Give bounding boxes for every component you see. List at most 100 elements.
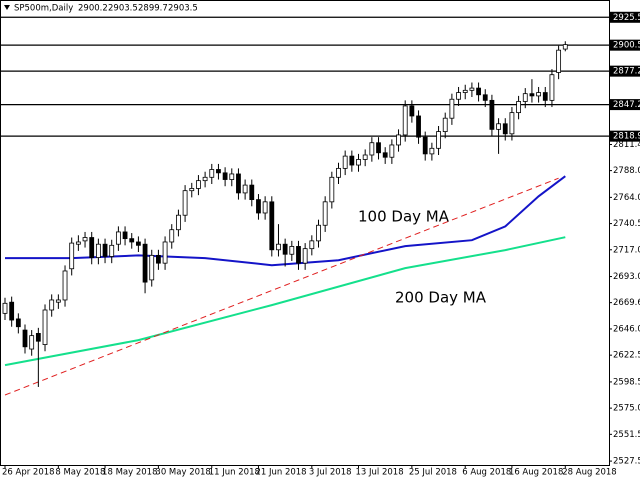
candle-body — [95, 243, 101, 258]
candle-body — [129, 238, 135, 243]
moving-average — [4, 236, 566, 367]
level-label: 2847.2 — [613, 100, 640, 110]
candle-body — [216, 169, 221, 174]
candle-body — [196, 180, 201, 189]
candle-body — [449, 98, 455, 119]
candle-body — [182, 190, 188, 216]
candle-body — [209, 169, 215, 178]
y-tick-label: 2551.5 — [613, 430, 640, 440]
x-tick-label: 30 May 2018 — [155, 468, 210, 478]
candle-body — [509, 112, 515, 135]
candle-body — [189, 188, 195, 192]
y-tick-label: 2740.5 — [613, 219, 640, 229]
y-tick-label: 2764.0 — [613, 193, 640, 203]
candle-body — [516, 101, 521, 114]
y-tick-label: 2646.0 — [613, 324, 640, 334]
candle-body — [369, 142, 375, 156]
candle-body — [316, 224, 321, 242]
y-tick-label: 2693.0 — [613, 272, 640, 282]
candle-body — [502, 123, 508, 135]
candle-body — [416, 115, 421, 138]
y-tick-label: 2527.5 — [613, 457, 640, 467]
x-tick-label: 11 Jun 2018 — [209, 468, 260, 478]
level-label-box — [610, 65, 640, 77]
candle-body — [396, 134, 401, 146]
candle-body — [549, 74, 555, 101]
level-label-box — [610, 11, 640, 23]
y-tick-label: 2717.0 — [613, 245, 640, 255]
y-tick-label: 2788.0 — [613, 166, 640, 176]
candle-body — [536, 92, 541, 97]
candle-body — [542, 92, 548, 101]
candle-body — [282, 243, 288, 255]
candle-body — [269, 201, 275, 251]
candle-body — [249, 184, 255, 201]
level-label-box — [610, 130, 640, 142]
candle-body — [29, 335, 35, 350]
x-tick-label: 25 Jul 2018 — [409, 468, 457, 478]
candle-body — [322, 201, 328, 226]
candle-body — [55, 299, 61, 303]
candle-body — [276, 243, 281, 251]
candle-body — [309, 240, 315, 250]
y-tick-label: 2811.4 — [613, 140, 640, 150]
candle-body — [109, 244, 115, 257]
candle-body — [529, 93, 535, 97]
candle-body — [289, 246, 295, 255]
level-label-box — [610, 99, 640, 111]
plot-frame — [0, 0, 610, 466]
level-label: 2877.2 — [613, 67, 640, 77]
moving-average — [5, 175, 566, 267]
candle-body — [562, 44, 568, 50]
candle-body — [442, 117, 448, 132]
x-tick-label: 3 Jul 2018 — [309, 468, 352, 478]
y-tick-label: 2669.6 — [613, 298, 640, 308]
candle-body — [382, 152, 388, 158]
candle-body — [89, 237, 95, 258]
candle-body — [169, 229, 175, 243]
candle-body — [242, 184, 248, 194]
candle-body — [296, 246, 301, 264]
candle-body — [456, 92, 461, 100]
candle-body — [476, 87, 481, 96]
candle-body — [142, 243, 148, 283]
y-tick-label: 2575.0 — [613, 404, 640, 414]
candle-body — [75, 241, 81, 245]
candle-body — [42, 309, 48, 345]
line-annotation: 200 Day MA — [395, 289, 487, 307]
candle-body — [362, 154, 368, 160]
x-tick-label: 21 Jun 2018 — [255, 468, 306, 478]
level-label: 2900.5 — [613, 41, 640, 51]
candle-body — [202, 176, 208, 182]
x-tick-label: 13 Jul 2018 — [356, 468, 404, 478]
header-value: 2899.7 — [138, 4, 168, 14]
candle-body — [222, 172, 228, 180]
y-tick-label: 2622.5 — [613, 351, 640, 361]
x-tick-label: 6 Aug 2018 — [462, 468, 511, 478]
line-annotation: 100 Day MA — [358, 208, 450, 226]
header-value: 2903.5 — [108, 4, 138, 14]
candle-body — [522, 93, 528, 102]
candle-body — [176, 214, 181, 231]
candle-body — [62, 270, 68, 301]
candle-body — [422, 136, 428, 155]
candle-body — [356, 159, 361, 166]
x-tick-label: 26 Apr 2018 — [2, 468, 55, 478]
candle-body — [229, 173, 235, 180]
chart-title: SP500m,Daily — [14, 4, 73, 14]
candle-body — [436, 131, 441, 149]
candle-body — [389, 144, 395, 158]
candle-body — [329, 176, 335, 203]
candle-body — [376, 142, 381, 154]
candle-body — [469, 87, 475, 91]
x-tick-label: 16 Aug 2018 — [509, 468, 563, 478]
candle-body — [409, 105, 415, 117]
trendline — [4, 177, 559, 396]
candle-body — [156, 254, 161, 264]
candle-body — [462, 89, 468, 93]
candle-body — [556, 49, 562, 73]
candle-body — [402, 105, 408, 136]
x-tick-label: 28 Aug 2018 — [562, 468, 616, 478]
header-value: 2900.2 — [78, 4, 108, 14]
candle-body — [349, 155, 355, 166]
